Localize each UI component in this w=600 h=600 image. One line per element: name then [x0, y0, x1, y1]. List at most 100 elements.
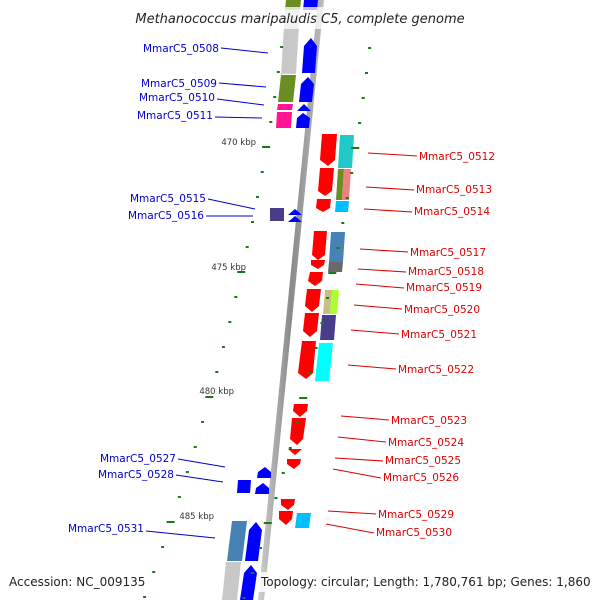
gene-label-0516[interactable]: MmarC5_0516 — [128, 210, 204, 222]
gene-label-0518[interactable]: MmarC5_0518 — [408, 266, 484, 278]
gene-arrow-0525 — [288, 449, 302, 455]
cog-box-0530 — [295, 513, 311, 528]
leader-0521 — [350, 329, 400, 335]
gene-label-0523[interactable]: MmarC5_0523 — [391, 415, 467, 427]
kbp-label-470: 470 kbp — [221, 138, 256, 148]
leader-0508 — [220, 47, 269, 54]
gene-arrow-0526 — [287, 459, 301, 469]
gene-arrow-0511 — [296, 113, 310, 128]
gene-arrow-0508 — [302, 38, 317, 73]
gene-label-0519[interactable]: MmarC5_0519 — [406, 282, 482, 294]
gene-arrow-0528 — [255, 483, 269, 494]
gene-arrow-0516 — [288, 216, 302, 222]
minor-tick — [251, 221, 254, 223]
gene-label-0529[interactable]: MmarC5_0529 — [378, 509, 454, 521]
genome-backbone — [258, 0, 324, 600]
gene-label-0526[interactable]: MmarC5_0526 — [383, 472, 459, 484]
gene-label-0531[interactable]: MmarC5_0531 — [68, 523, 144, 535]
gene-arrow-0515 — [288, 209, 302, 215]
minor-tick — [308, 372, 312, 374]
gene-label-0522[interactable]: MmarC5_0522 — [398, 364, 474, 376]
cog-box-0513a — [336, 169, 344, 200]
gene-label-0513[interactable]: MmarC5_0513 — [416, 184, 492, 196]
minor-tick — [260, 171, 264, 173]
gene-arrow-0521 — [303, 313, 319, 337]
leader-0517 — [359, 248, 409, 253]
major-tick — [237, 271, 246, 273]
minor-tick — [276, 71, 280, 73]
gene-label-0520[interactable]: MmarC5_0520 — [404, 304, 480, 316]
gene-label-0527[interactable]: MmarC5_0527 — [100, 453, 176, 465]
gene-arrow-0520 — [305, 289, 321, 312]
cog-box-0510 — [277, 104, 293, 110]
minor-tick — [288, 447, 292, 449]
cog-box-0512 — [338, 135, 354, 168]
scale-ticks — [143, 21, 372, 599]
gene-label-0525[interactable]: MmarC5_0525 — [385, 455, 461, 467]
gene-arrow-0531 — [245, 522, 262, 561]
cog-box-0521 — [320, 315, 336, 340]
gene-arrow-0509 — [299, 77, 314, 102]
cog-box-0531 — [227, 521, 247, 561]
gene-label-0509[interactable]: MmarC5_0509 — [141, 78, 217, 90]
gene-arrow-next — [240, 565, 257, 600]
minor-tick — [245, 246, 249, 248]
minor-tick — [336, 247, 340, 249]
leader-0512 — [367, 152, 418, 157]
major-tick — [166, 521, 175, 523]
genome-title: Methanococcus maripaludis C5, complete g… — [135, 12, 464, 27]
major-tick — [299, 397, 308, 399]
minor-tick — [193, 446, 197, 448]
genome-summary-text: Topology: circular; Length: 1,780,761 bp… — [260, 575, 591, 589]
reverse-gene-track — [279, 134, 354, 528]
leader-0511 — [214, 116, 263, 119]
cog-box-0509 — [278, 75, 296, 102]
leader-0519 — [355, 283, 405, 289]
major-tick — [328, 272, 337, 274]
minor-tick — [368, 47, 372, 49]
minor-tick — [269, 121, 273, 123]
minor-tick — [228, 321, 232, 323]
gene-label-0514[interactable]: MmarC5_0514 — [414, 206, 490, 218]
gene-label-0521[interactable]: MmarC5_0521 — [401, 329, 477, 341]
gene-label-0511[interactable]: MmarC5_0511 — [137, 110, 213, 122]
gene-arrow-0522 — [298, 341, 316, 379]
leader-0527 — [177, 458, 226, 468]
leader-0529 — [327, 510, 377, 515]
minor-tick — [161, 546, 165, 548]
reverse-leader-lines — [325, 152, 418, 534]
minor-tick — [365, 72, 368, 74]
minor-tick — [341, 222, 345, 224]
gene-label-0524[interactable]: MmarC5_0524 — [388, 437, 464, 449]
gene-label-0508[interactable]: MmarC5_0508 — [143, 43, 219, 55]
gene-arrow-0527 — [257, 467, 271, 478]
kbp-label-475: 475 kbp — [211, 263, 246, 273]
forward-leader-lines — [145, 47, 269, 539]
cog-box-0522 — [315, 343, 333, 381]
gene-label-0528[interactable]: MmarC5_0528 — [98, 469, 174, 481]
minor-tick — [152, 571, 156, 573]
gene-arrow-0530 — [279, 511, 293, 525]
leader-0518 — [357, 268, 407, 273]
cog-box-0520a — [323, 290, 332, 314]
minor-tick — [314, 347, 318, 349]
minor-tick — [320, 322, 324, 324]
cog-box-0515 — [270, 208, 284, 221]
gene-label-0512[interactable]: MmarC5_0512 — [419, 151, 495, 163]
cog-box-0518 — [328, 262, 343, 272]
minor-tick — [295, 422, 299, 424]
gene-label-0510[interactable]: MmarC5_0510 — [139, 92, 215, 104]
leader-0510 — [216, 98, 265, 106]
leader-0528 — [175, 474, 224, 483]
leader-0531 — [145, 530, 216, 539]
gene-label-0530[interactable]: MmarC5_0530 — [376, 527, 452, 539]
leader-0526 — [332, 468, 382, 479]
gene-label-0517[interactable]: MmarC5_0517 — [410, 247, 486, 259]
kbp-label-480: 480 kbp — [199, 387, 234, 397]
minor-tick — [281, 472, 285, 474]
minor-tick — [361, 97, 365, 99]
minor-tick — [259, 547, 262, 549]
minor-tick — [201, 421, 205, 423]
gene-label-0515[interactable]: MmarC5_0515 — [130, 193, 206, 205]
major-tick — [263, 522, 272, 524]
